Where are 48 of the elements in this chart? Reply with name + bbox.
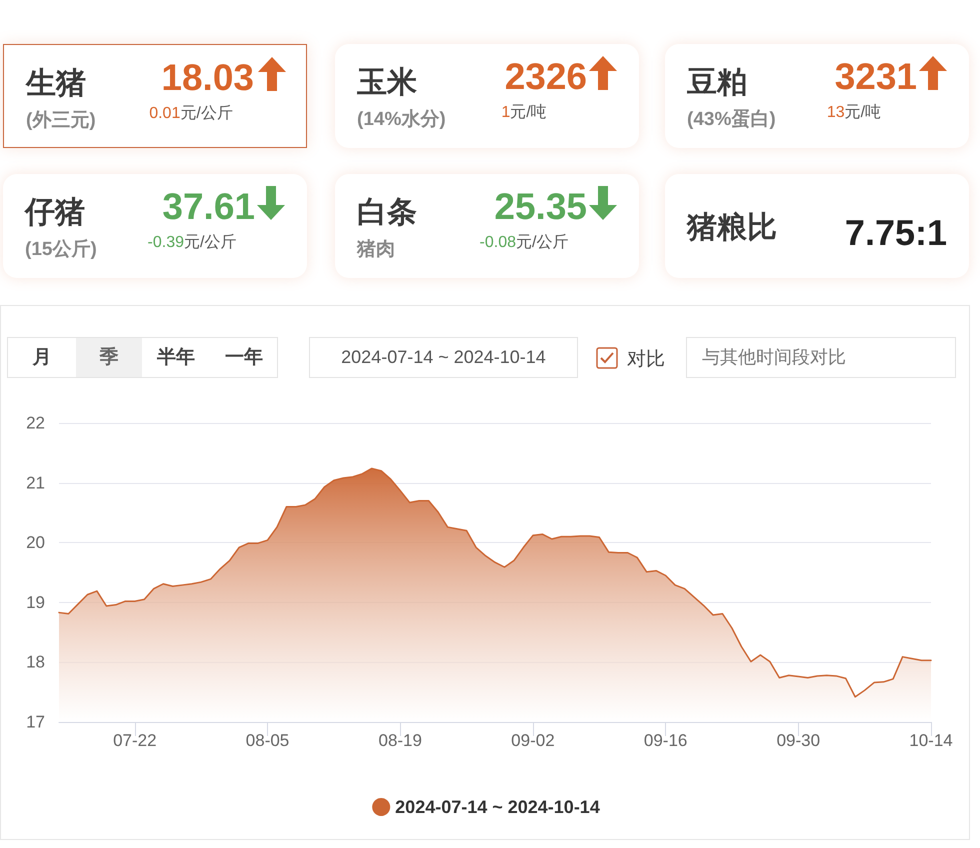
- y-tick-label: 22: [26, 414, 45, 432]
- text: (外三元): [26, 109, 96, 133]
- text: 元/吨: [844, 104, 882, 121]
- text: 2024-07-14 ~ 2024-10-14: [309, 337, 578, 378]
- text: 1: [501, 104, 510, 121]
- x-tick-label: 09-30: [776, 731, 820, 750]
- x-tick-label: 09-16: [644, 731, 688, 750]
- text: -0.39: [148, 234, 184, 251]
- text: -0.08: [480, 234, 516, 251]
- text: 豆粕: [687, 65, 747, 101]
- text: 元/公斤: [180, 105, 233, 122]
- text: 元/吨: [510, 104, 547, 121]
- y-tick-label: 21: [26, 473, 45, 492]
- x-tick-label: 07-22: [113, 731, 157, 750]
- text: 白条: [357, 195, 417, 231]
- y-tick-label: 17: [26, 712, 45, 732]
- text: 7.75:1: [844, 212, 947, 254]
- text: 37.61: [162, 186, 255, 228]
- text: (15公斤): [25, 238, 97, 262]
- text: 半年: [156, 346, 196, 370]
- text: 25.35: [494, 186, 587, 228]
- x-tick-label: 08-05: [246, 731, 290, 750]
- x-tick-label: 09-02: [511, 731, 555, 750]
- y-tick-label: 18: [26, 652, 45, 672]
- text: 对比: [627, 348, 665, 372]
- text: 猪粮比: [687, 210, 777, 246]
- text: 2326: [504, 56, 587, 98]
- x-tick-label: 10-14: [909, 731, 953, 750]
- text: 元/公斤: [184, 234, 236, 251]
- text: 18.03: [161, 57, 254, 99]
- text: 季: [76, 338, 142, 377]
- text: 0.01: [149, 105, 180, 122]
- text: 一年: [224, 346, 264, 370]
- text: 月: [32, 346, 52, 370]
- text: (43%蛋白): [687, 108, 776, 132]
- x-tick-label: 08-19: [378, 731, 422, 750]
- text: (14%水分): [357, 108, 446, 132]
- text: 13: [826, 104, 845, 121]
- text: 3231: [834, 56, 917, 98]
- y-tick-label: 19: [26, 592, 45, 612]
- y-tick-label: 20: [26, 533, 45, 552]
- text: 元/公斤: [516, 234, 568, 251]
- text: 玉米: [357, 65, 417, 101]
- legend-label: 2024-07-14 ~ 2024-10-14: [395, 797, 600, 817]
- text: 生猪: [26, 66, 86, 102]
- text: 仔猪: [25, 195, 85, 231]
- text: 猪肉: [357, 238, 395, 262]
- text: 与其他时间段对比: [686, 337, 956, 378]
